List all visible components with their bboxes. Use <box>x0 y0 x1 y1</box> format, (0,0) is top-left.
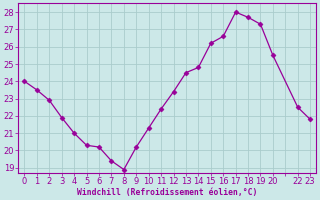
X-axis label: Windchill (Refroidissement éolien,°C): Windchill (Refroidissement éolien,°C) <box>77 188 258 197</box>
